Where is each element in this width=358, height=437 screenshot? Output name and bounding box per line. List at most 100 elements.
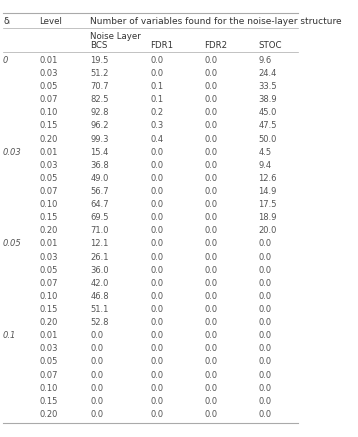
- Text: 33.5: 33.5: [258, 82, 277, 91]
- Text: 47.5: 47.5: [258, 121, 277, 131]
- Text: 0.20: 0.20: [39, 318, 57, 327]
- Text: 0.0: 0.0: [204, 253, 218, 262]
- Text: 15.4: 15.4: [90, 148, 108, 157]
- Text: 0.0: 0.0: [150, 371, 163, 380]
- Text: 0.0: 0.0: [150, 397, 163, 406]
- Text: 0.0: 0.0: [204, 344, 218, 354]
- Text: 0.0: 0.0: [90, 384, 103, 393]
- Text: 0.0: 0.0: [150, 226, 163, 236]
- Text: 0.05: 0.05: [39, 357, 57, 367]
- Text: 0.0: 0.0: [150, 344, 163, 354]
- Text: 0.0: 0.0: [150, 384, 163, 393]
- Text: 0.03: 0.03: [39, 253, 58, 262]
- Text: 0.0: 0.0: [150, 200, 163, 209]
- Text: 0.05: 0.05: [39, 82, 57, 91]
- Text: 0.0: 0.0: [204, 161, 218, 170]
- Text: 0.20: 0.20: [39, 410, 57, 419]
- Text: 0.15: 0.15: [39, 213, 57, 222]
- Text: 0.4: 0.4: [150, 135, 163, 144]
- Text: 0.0: 0.0: [204, 397, 218, 406]
- Text: 38.9: 38.9: [258, 95, 277, 104]
- Text: 0.0: 0.0: [204, 200, 218, 209]
- Text: 0.05: 0.05: [3, 239, 22, 249]
- Text: 0.07: 0.07: [39, 371, 58, 380]
- Text: 92.8: 92.8: [90, 108, 109, 118]
- Text: 0.0: 0.0: [150, 253, 163, 262]
- Text: 0.07: 0.07: [39, 187, 58, 196]
- Text: 0.0: 0.0: [90, 331, 103, 340]
- Text: 0.0: 0.0: [150, 161, 163, 170]
- Text: 0.0: 0.0: [150, 56, 163, 65]
- Text: 0.0: 0.0: [90, 371, 103, 380]
- Text: 0.0: 0.0: [204, 384, 218, 393]
- Text: 12.6: 12.6: [258, 174, 277, 183]
- Text: BCS: BCS: [90, 41, 107, 50]
- Text: 0.0: 0.0: [204, 135, 218, 144]
- Text: 14.9: 14.9: [258, 187, 277, 196]
- Text: 69.5: 69.5: [90, 213, 109, 222]
- Text: 20.0: 20.0: [258, 226, 277, 236]
- Text: 71.0: 71.0: [90, 226, 109, 236]
- Text: 0.3: 0.3: [150, 121, 164, 131]
- Text: δᵢ: δᵢ: [3, 17, 10, 26]
- Text: 0.03: 0.03: [3, 148, 22, 157]
- Text: 0.0: 0.0: [204, 108, 218, 118]
- Text: 99.3: 99.3: [90, 135, 109, 144]
- Text: 0.0: 0.0: [204, 226, 218, 236]
- Text: 24.4: 24.4: [258, 69, 277, 78]
- Text: 0.15: 0.15: [39, 397, 57, 406]
- Text: 0.0: 0.0: [204, 95, 218, 104]
- Text: 12.1: 12.1: [90, 239, 108, 249]
- Text: 0.0: 0.0: [258, 318, 272, 327]
- Text: 4.5: 4.5: [258, 148, 272, 157]
- Text: 52.8: 52.8: [90, 318, 109, 327]
- Text: 0.20: 0.20: [39, 135, 57, 144]
- Text: 0.1: 0.1: [150, 95, 163, 104]
- Text: 0.1: 0.1: [3, 331, 16, 340]
- Text: 0.1: 0.1: [150, 82, 163, 91]
- Text: 0.0: 0.0: [258, 357, 272, 367]
- Text: 0.0: 0.0: [204, 318, 218, 327]
- Text: 0.10: 0.10: [39, 292, 57, 301]
- Text: FDR2: FDR2: [204, 41, 228, 50]
- Text: 51.2: 51.2: [90, 69, 108, 78]
- Text: 0.0: 0.0: [150, 305, 163, 314]
- Text: 0.0: 0.0: [204, 56, 218, 65]
- Text: 0.0: 0.0: [204, 292, 218, 301]
- Text: 0.10: 0.10: [39, 384, 57, 393]
- Text: 0.0: 0.0: [258, 279, 272, 288]
- Text: 0.05: 0.05: [39, 174, 57, 183]
- Text: 0.15: 0.15: [39, 305, 57, 314]
- Text: 0.0: 0.0: [90, 410, 103, 419]
- Text: 0.0: 0.0: [258, 305, 272, 314]
- Text: 0.0: 0.0: [258, 266, 272, 275]
- Text: 51.1: 51.1: [90, 305, 108, 314]
- Text: 42.0: 42.0: [90, 279, 108, 288]
- Text: 64.7: 64.7: [90, 200, 109, 209]
- Text: 96.2: 96.2: [90, 121, 109, 131]
- Text: 0.05: 0.05: [39, 266, 57, 275]
- Text: 0.03: 0.03: [39, 344, 58, 354]
- Text: 0.0: 0.0: [258, 410, 272, 419]
- Text: 0.0: 0.0: [204, 279, 218, 288]
- Text: 0.0: 0.0: [258, 384, 272, 393]
- Text: 0.0: 0.0: [258, 344, 272, 354]
- Text: STOC: STOC: [258, 41, 282, 50]
- Text: 0.07: 0.07: [39, 95, 58, 104]
- Text: 0.0: 0.0: [150, 279, 163, 288]
- Text: 0.0: 0.0: [90, 344, 103, 354]
- Text: 0.0: 0.0: [150, 331, 163, 340]
- Text: 0.0: 0.0: [204, 371, 218, 380]
- Text: 0.0: 0.0: [204, 174, 218, 183]
- Text: 0.0: 0.0: [90, 397, 103, 406]
- Text: 0.0: 0.0: [258, 371, 272, 380]
- Text: 36.0: 36.0: [90, 266, 109, 275]
- Text: 0.0: 0.0: [258, 292, 272, 301]
- Text: 0.0: 0.0: [204, 213, 218, 222]
- Text: 0.0: 0.0: [258, 331, 272, 340]
- Text: 0.0: 0.0: [150, 239, 163, 249]
- Text: 0.0: 0.0: [204, 121, 218, 131]
- Text: 0.0: 0.0: [204, 357, 218, 367]
- Text: 26.1: 26.1: [90, 253, 109, 262]
- Text: 0.07: 0.07: [39, 279, 58, 288]
